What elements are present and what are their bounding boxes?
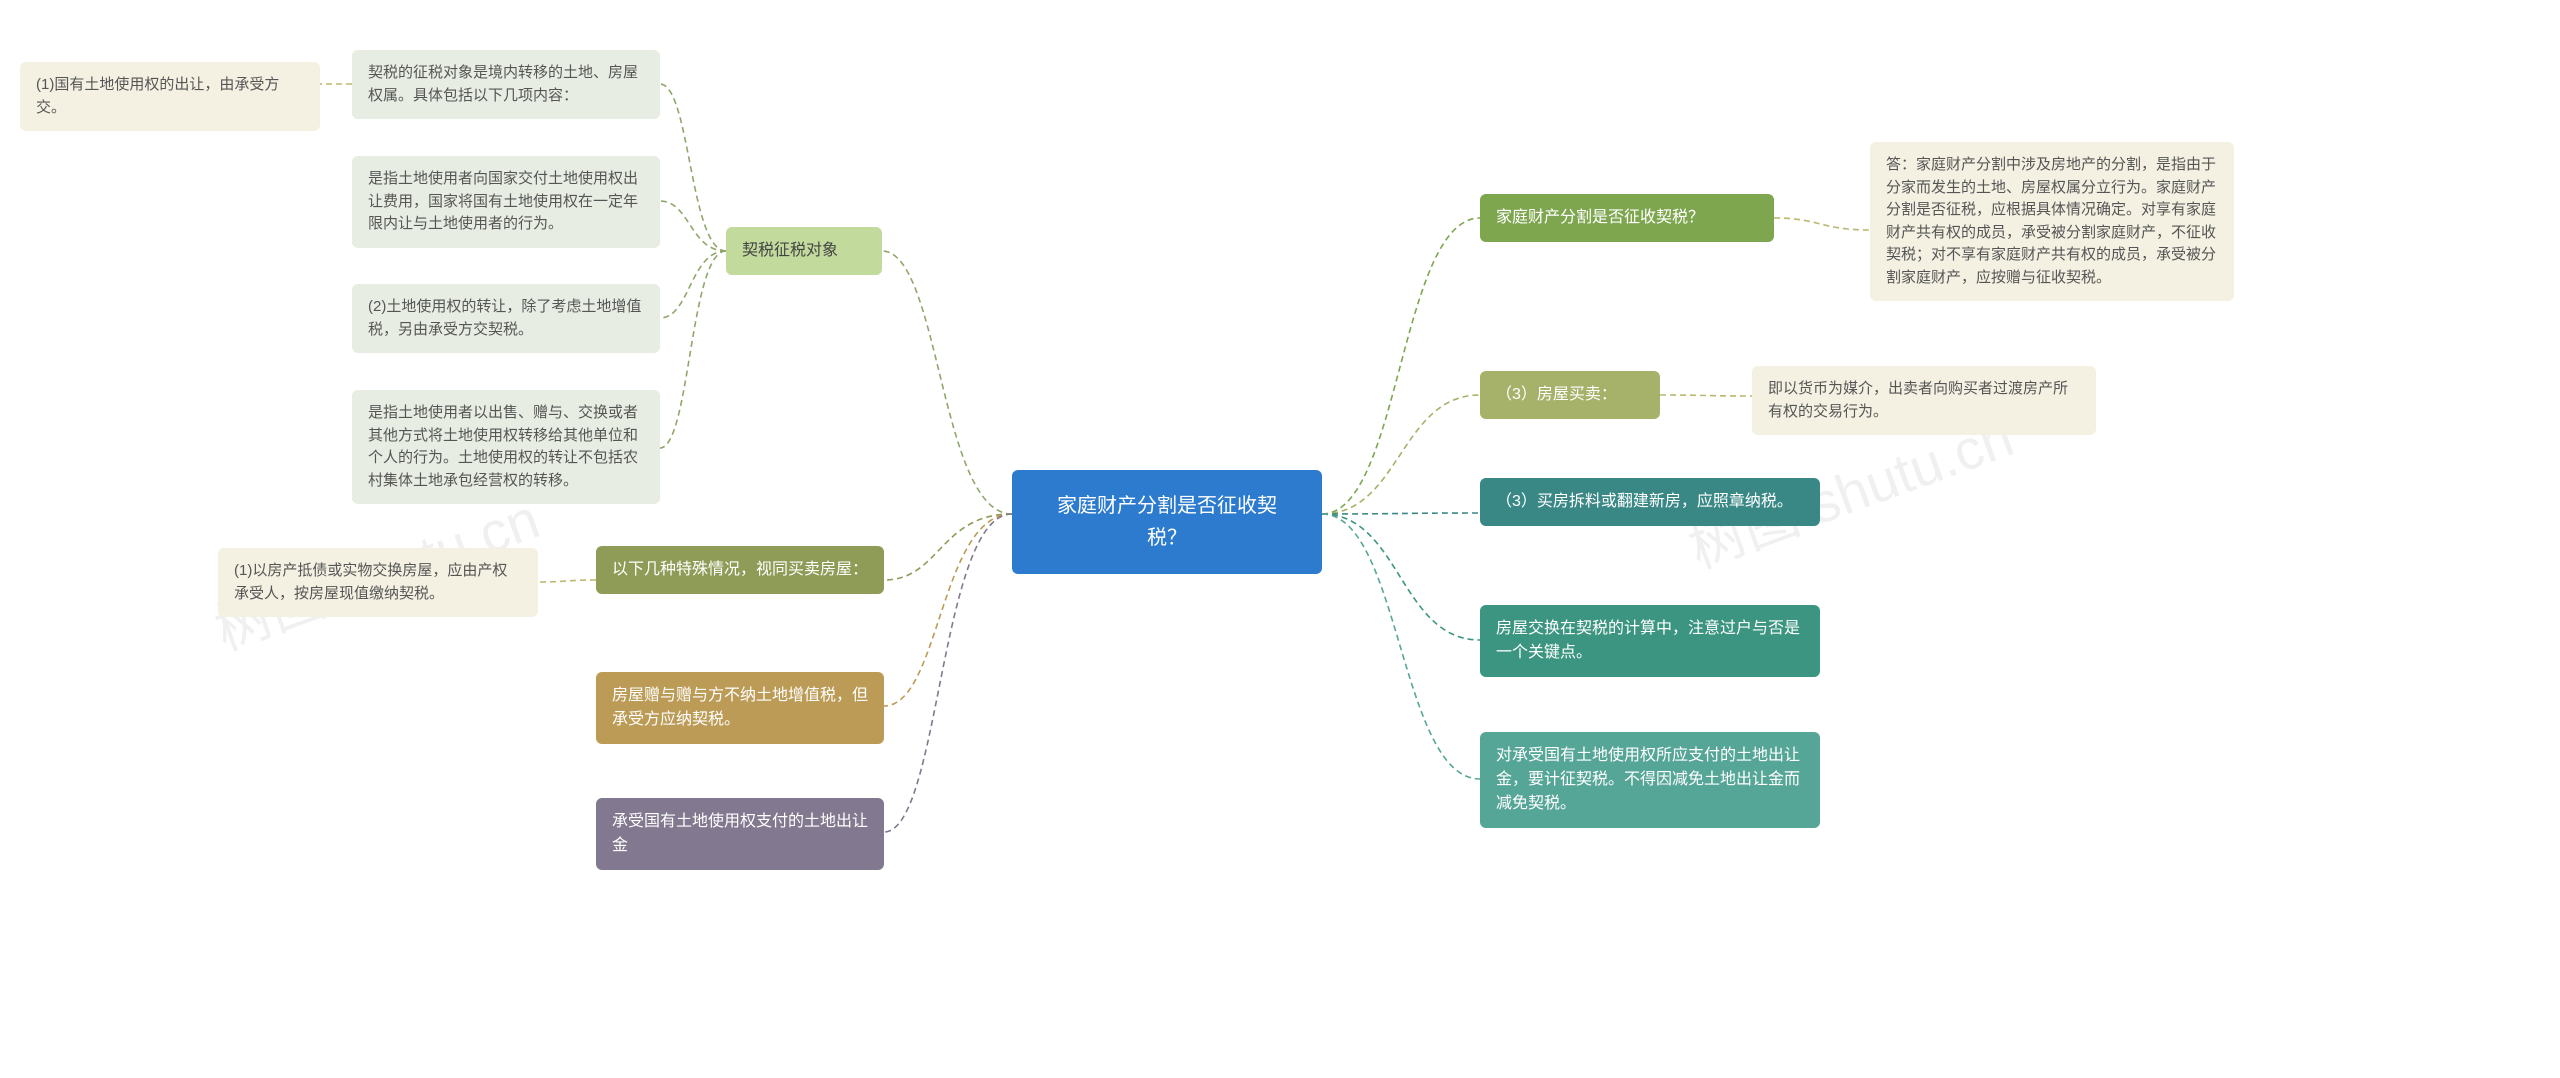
branch-node-l3[interactable]: 房屋赠与赠与方不纳土地增值税，但承受方应纳契税。 <box>596 672 884 744</box>
leaf-node-r1a[interactable]: 答：家庭财产分割中涉及房地产的分割，是指由于分家而发生的土地、房屋权属分立行为。… <box>1870 142 2234 301</box>
leaf-node-l1c[interactable]: (2)土地使用权的转让，除了考虑土地增值税，另由承受方交契税。 <box>352 284 660 353</box>
mindmap-center-node[interactable]: 家庭财产分割是否征收契税？ <box>1012 470 1322 574</box>
leaf-node-r2a[interactable]: 即以货币为媒介，出卖者向购买者过渡房产所有权的交易行为。 <box>1752 366 2096 435</box>
branch-node-r2[interactable]: （3）房屋买卖： <box>1480 371 1660 419</box>
leaf-node-l1a1[interactable]: (1)国有土地使用权的出让，由承受方交。 <box>20 62 320 131</box>
branch-node-r3[interactable]: （3）买房拆料或翻建新房，应照章纳税。 <box>1480 478 1820 526</box>
leaf-node-l1a[interactable]: 契税的征税对象是境内转移的土地、房屋权属。具体包括以下几项内容： <box>352 50 660 119</box>
branch-node-l1[interactable]: 契税征税对象 <box>726 227 882 275</box>
leaf-node-l2a[interactable]: (1)以房产抵债或实物交换房屋，应由产权承受人，按房屋现值缴纳契税。 <box>218 548 538 617</box>
branch-node-r4[interactable]: 房屋交换在契税的计算中，注意过户与否是一个关键点。 <box>1480 605 1820 677</box>
leaf-node-l1d[interactable]: 是指土地使用者以出售、赠与、交换或者其他方式将土地使用权转移给其他单位和个人的行… <box>352 390 660 504</box>
leaf-node-l1b[interactable]: 是指土地使用者向国家交付土地使用权出让费用，国家将国有土地使用权在一定年限内让与… <box>352 156 660 248</box>
branch-node-r1[interactable]: 家庭财产分割是否征收契税？ <box>1480 194 1774 242</box>
branch-node-r5[interactable]: 对承受国有土地使用权所应支付的土地出让金，要计征契税。不得因减免土地出让金而减免… <box>1480 732 1820 828</box>
branch-node-l2[interactable]: 以下几种特殊情况，视同买卖房屋： <box>596 546 884 594</box>
branch-node-l4[interactable]: 承受国有土地使用权支付的土地出让金 <box>596 798 884 870</box>
